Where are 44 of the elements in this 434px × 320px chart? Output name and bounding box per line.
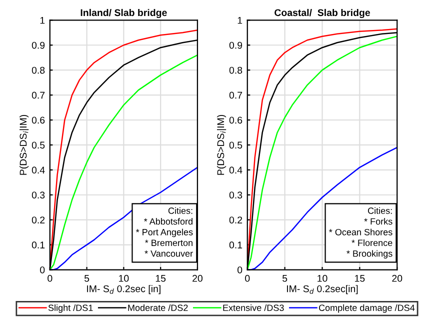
- x-tick-label: 15: [156, 274, 166, 282]
- y-tick-label: 0.4: [32, 166, 45, 174]
- x-tick-label: 0: [48, 274, 52, 282]
- y-tick-label: 0: [237, 266, 242, 274]
- x-tick-label: 10: [318, 274, 328, 282]
- y-tick-label: 1: [40, 16, 45, 24]
- y-tick-label: 1: [238, 16, 242, 24]
- x-tick-label: 5: [282, 274, 288, 282]
- y-tick-label: 0.4: [229, 166, 242, 174]
- y-tick-label: 0.2: [32, 216, 45, 224]
- y-tick-label: 0.7: [32, 92, 45, 99]
- x-tick-label: 0: [245, 274, 250, 282]
- y-tick-label: 0.5: [32, 142, 45, 149]
- y-tick-label: 0.7: [229, 92, 242, 99]
- y-tick-label: 0.9: [229, 42, 242, 49]
- x-tick-label: 20: [192, 274, 202, 282]
- y-tick-label: 0.3: [32, 192, 45, 198]
- y-tick-label: 0.1: [32, 242, 45, 248]
- x-axis-title: IM- S$_{d}$ 0.2sec [in]: [87, 285, 160, 294]
- y-tick-label: 0.2: [229, 216, 242, 224]
- y-axis-title: P(DS>DS$_{i}$|IM): [20, 114, 29, 175]
- legend-label: Extensive /DS3: [223, 304, 284, 311]
- x-tick-label: 10: [119, 274, 129, 282]
- chart-title: Inland/ Slab bridge: [80, 8, 167, 18]
- y-tick-label: 0.3: [229, 192, 242, 198]
- x-tick-label: 15: [355, 274, 365, 282]
- y-tick-label: 0.6: [229, 116, 242, 124]
- legend-label: Slight /DS1: [48, 304, 93, 313]
- y-tick-label: 0.9: [32, 42, 45, 49]
- annotation: Cities: * Forks * Ocean Shores * Florence * Brookings: [329, 207, 392, 259]
- annotation: Cities: * Abbotsford * Port Angeles * Bremerton * Vancouver: [136, 207, 193, 257]
- x-tick-label: 20: [392, 274, 402, 282]
- y-tick-label: 0.6: [32, 116, 45, 124]
- y-tick-label: 0.8: [229, 66, 242, 74]
- y-tick-label: 0: [40, 266, 45, 274]
- x-axis-title: IM- S$_{d}$ 0.2sec[in]: [287, 285, 358, 294]
- y-tick-label: 0.5: [229, 142, 242, 149]
- y-tick-label: 0.1: [229, 242, 242, 248]
- chart-title: Coastal/ Slab bridge: [274, 8, 370, 18]
- x-tick-label: 5: [84, 274, 90, 282]
- legend-label: Complete damage /DS4: [318, 304, 415, 313]
- legend-label: Moderate /DS2: [128, 304, 188, 311]
- y-axis-title: P(DS>DS$_{i}$|IM): [216, 114, 226, 175]
- y-tick-label: 0.8: [32, 66, 45, 74]
